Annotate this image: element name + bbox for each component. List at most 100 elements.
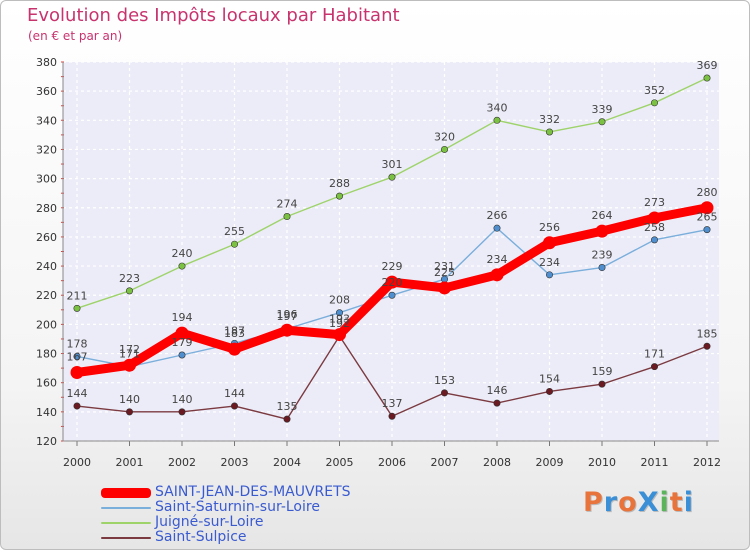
x-tick-label: 2005 <box>326 456 354 469</box>
data-point-1 <box>650 236 658 244</box>
brand-letter: i <box>683 487 694 518</box>
data-label: 197 <box>277 310 298 323</box>
y-tick-label: 380 <box>36 56 57 69</box>
brand-letter: r <box>603 487 619 518</box>
data-point-2 <box>388 173 396 181</box>
data-point-0 <box>543 236 556 250</box>
data-label: 264 <box>592 209 613 222</box>
data-point-1 <box>545 271 553 279</box>
data-point-3 <box>703 342 711 350</box>
data-label: 280 <box>697 186 718 199</box>
data-label: 159 <box>592 365 613 378</box>
data-label: 172 <box>119 343 140 356</box>
data-point-1 <box>178 351 186 359</box>
data-label: 185 <box>697 327 718 340</box>
data-point-3 <box>650 363 658 371</box>
data-label: 179 <box>172 336 193 349</box>
data-label: 140 <box>172 393 193 406</box>
data-label: 265 <box>697 211 718 224</box>
data-point-0 <box>123 358 136 372</box>
data-point-3 <box>73 402 81 410</box>
data-point-2 <box>545 128 553 136</box>
data-point-2 <box>493 116 501 124</box>
data-point-3 <box>440 389 448 397</box>
legend-swatch <box>101 521 151 524</box>
data-label: 208 <box>329 294 350 307</box>
y-tick-label: 160 <box>36 377 57 390</box>
data-label: 137 <box>382 397 403 410</box>
data-point-1 <box>335 309 343 317</box>
x-tick-label: 2000 <box>63 456 91 469</box>
data-label: 211 <box>67 289 88 302</box>
data-label: 167 <box>67 350 88 363</box>
data-label: 239 <box>592 249 613 262</box>
y-tick-label: 320 <box>36 143 57 156</box>
data-point-0 <box>648 211 661 225</box>
data-point-0 <box>385 275 399 289</box>
data-point-1 <box>493 224 501 232</box>
data-point-0 <box>280 323 294 337</box>
x-tick-label: 2003 <box>221 456 249 469</box>
data-label: 234 <box>487 253 508 266</box>
data-point-0 <box>333 328 346 342</box>
data-point-3 <box>178 408 186 416</box>
data-label: 196 <box>277 308 298 321</box>
data-label: 352 <box>644 84 665 97</box>
y-tick-label: 200 <box>36 318 57 331</box>
legend-item: Juigné-sur-Loire <box>101 515 351 530</box>
chart-legend: SAINT-JEAN-DES-MAUVRETS Saint-Saturnin-su… <box>101 485 351 545</box>
data-label: 153 <box>434 374 455 387</box>
data-label: 135 <box>277 400 298 413</box>
data-point-3 <box>388 412 396 420</box>
y-tick-label: 340 <box>36 114 57 127</box>
data-label: 256 <box>539 221 560 234</box>
x-tick-label: 2010 <box>588 456 616 469</box>
brand-letter: o <box>618 487 638 518</box>
data-point-3 <box>231 402 239 410</box>
data-label: 255 <box>224 225 245 238</box>
data-label: 194 <box>172 311 193 324</box>
chart-title: Evolution des Impôts locaux par Habitant <box>27 5 400 26</box>
brand-letter: P <box>583 487 604 518</box>
data-label: 171 <box>119 348 140 361</box>
data-label: 178 <box>67 337 88 350</box>
data-label: 301 <box>382 158 403 171</box>
data-label: 288 <box>329 177 350 190</box>
brand-letter: t <box>669 487 684 518</box>
data-point-1 <box>598 264 606 272</box>
plot-area <box>63 62 719 441</box>
data-label: 231 <box>434 260 455 273</box>
legend-swatch <box>101 487 151 498</box>
data-point-0 <box>70 365 84 379</box>
data-point-3 <box>283 415 291 423</box>
legend-swatch <box>101 506 151 509</box>
data-point-1 <box>73 352 81 360</box>
data-point-3 <box>126 408 134 416</box>
data-label: 274 <box>277 198 298 211</box>
data-label: 332 <box>539 113 560 126</box>
data-point-3 <box>545 387 553 395</box>
x-tick-label: 2001 <box>116 456 144 469</box>
data-label: 240 <box>172 247 193 260</box>
x-tick-label: 2007 <box>431 456 459 469</box>
x-tick-label: 2002 <box>168 456 196 469</box>
data-point-2 <box>231 240 239 248</box>
data-label: 320 <box>434 130 455 143</box>
brand-letter: X <box>637 487 660 518</box>
data-point-1 <box>703 226 711 234</box>
data-label: 171 <box>644 348 665 361</box>
data-label: 340 <box>487 101 508 114</box>
data-point-0 <box>595 224 609 238</box>
x-tick-label: 2004 <box>273 456 301 469</box>
data-point-3 <box>598 380 606 388</box>
data-point-2 <box>335 192 343 200</box>
x-tick-label: 2006 <box>378 456 406 469</box>
y-tick-label: 360 <box>36 85 57 98</box>
legend-label: Saint-Sulpice <box>155 529 247 545</box>
data-label: 266 <box>487 209 508 222</box>
data-point-2 <box>650 99 658 107</box>
data-point-0 <box>700 201 714 215</box>
x-tick-label: 2011 <box>641 456 669 469</box>
